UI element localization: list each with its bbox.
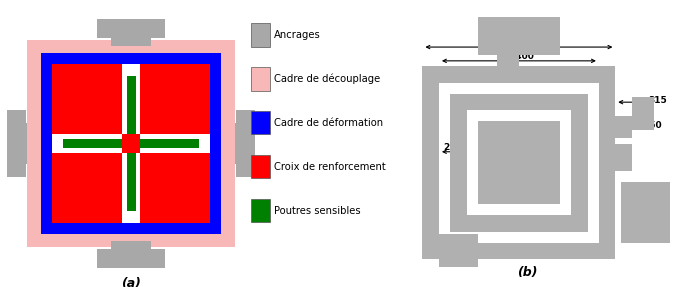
Bar	[477, 121, 560, 204]
Bar	[52, 65, 210, 222]
Text: Cadre de découplage: Cadre de découplage	[274, 74, 380, 84]
Bar	[27, 40, 235, 247]
Text: Ancrages: Ancrages	[274, 30, 321, 40]
Bar	[63, 139, 122, 148]
Bar	[235, 123, 246, 164]
Bar	[251, 67, 270, 91]
Text: 315: 315	[649, 96, 667, 105]
Text: (b): (b)	[517, 265, 538, 278]
Bar	[41, 53, 221, 234]
Bar	[251, 23, 270, 46]
Bar	[615, 144, 632, 171]
Text: 400: 400	[564, 143, 583, 152]
Bar	[111, 35, 151, 46]
Text: 250: 250	[643, 121, 662, 130]
Text: Poutres sensibles: Poutres sensibles	[274, 206, 361, 216]
Bar	[126, 152, 136, 211]
Bar	[97, 249, 165, 268]
Bar	[52, 65, 210, 222]
Bar	[7, 110, 26, 177]
Bar	[497, 53, 519, 69]
Bar	[236, 110, 255, 177]
Bar	[439, 234, 477, 267]
Bar	[632, 97, 654, 130]
Bar	[122, 135, 140, 152]
Bar	[599, 177, 615, 259]
Bar	[439, 83, 599, 243]
Text: Cadre de déformation: Cadre de déformation	[274, 118, 384, 128]
Text: 210: 210	[444, 143, 462, 152]
Bar	[422, 66, 615, 83]
Bar	[571, 94, 588, 160]
Text: 2560: 2560	[506, 160, 531, 169]
Bar	[251, 111, 270, 134]
Bar	[111, 241, 151, 252]
Bar	[422, 66, 615, 259]
Bar	[422, 66, 439, 259]
Bar	[450, 94, 588, 110]
Bar	[52, 135, 210, 152]
Bar	[251, 155, 270, 178]
Bar	[450, 94, 588, 232]
Text: (a): (a)	[121, 277, 141, 287]
Bar	[621, 182, 671, 243]
Bar	[450, 215, 588, 232]
Text: 3965: 3965	[515, 38, 540, 47]
Text: 3400: 3400	[509, 52, 534, 61]
Bar	[422, 243, 615, 259]
Bar	[450, 94, 466, 232]
Bar	[571, 193, 588, 232]
Text: Croix de renforcement: Croix de renforcement	[274, 162, 386, 172]
Bar	[466, 110, 571, 215]
Bar	[477, 17, 560, 55]
Text: 2250: 2250	[501, 179, 526, 188]
Bar	[97, 19, 165, 38]
Bar	[122, 65, 140, 222]
Bar	[140, 139, 199, 148]
Bar	[615, 116, 632, 138]
Bar	[599, 66, 615, 138]
Bar	[251, 199, 270, 222]
Bar	[16, 123, 27, 164]
Bar	[439, 245, 455, 267]
Bar	[126, 76, 136, 135]
